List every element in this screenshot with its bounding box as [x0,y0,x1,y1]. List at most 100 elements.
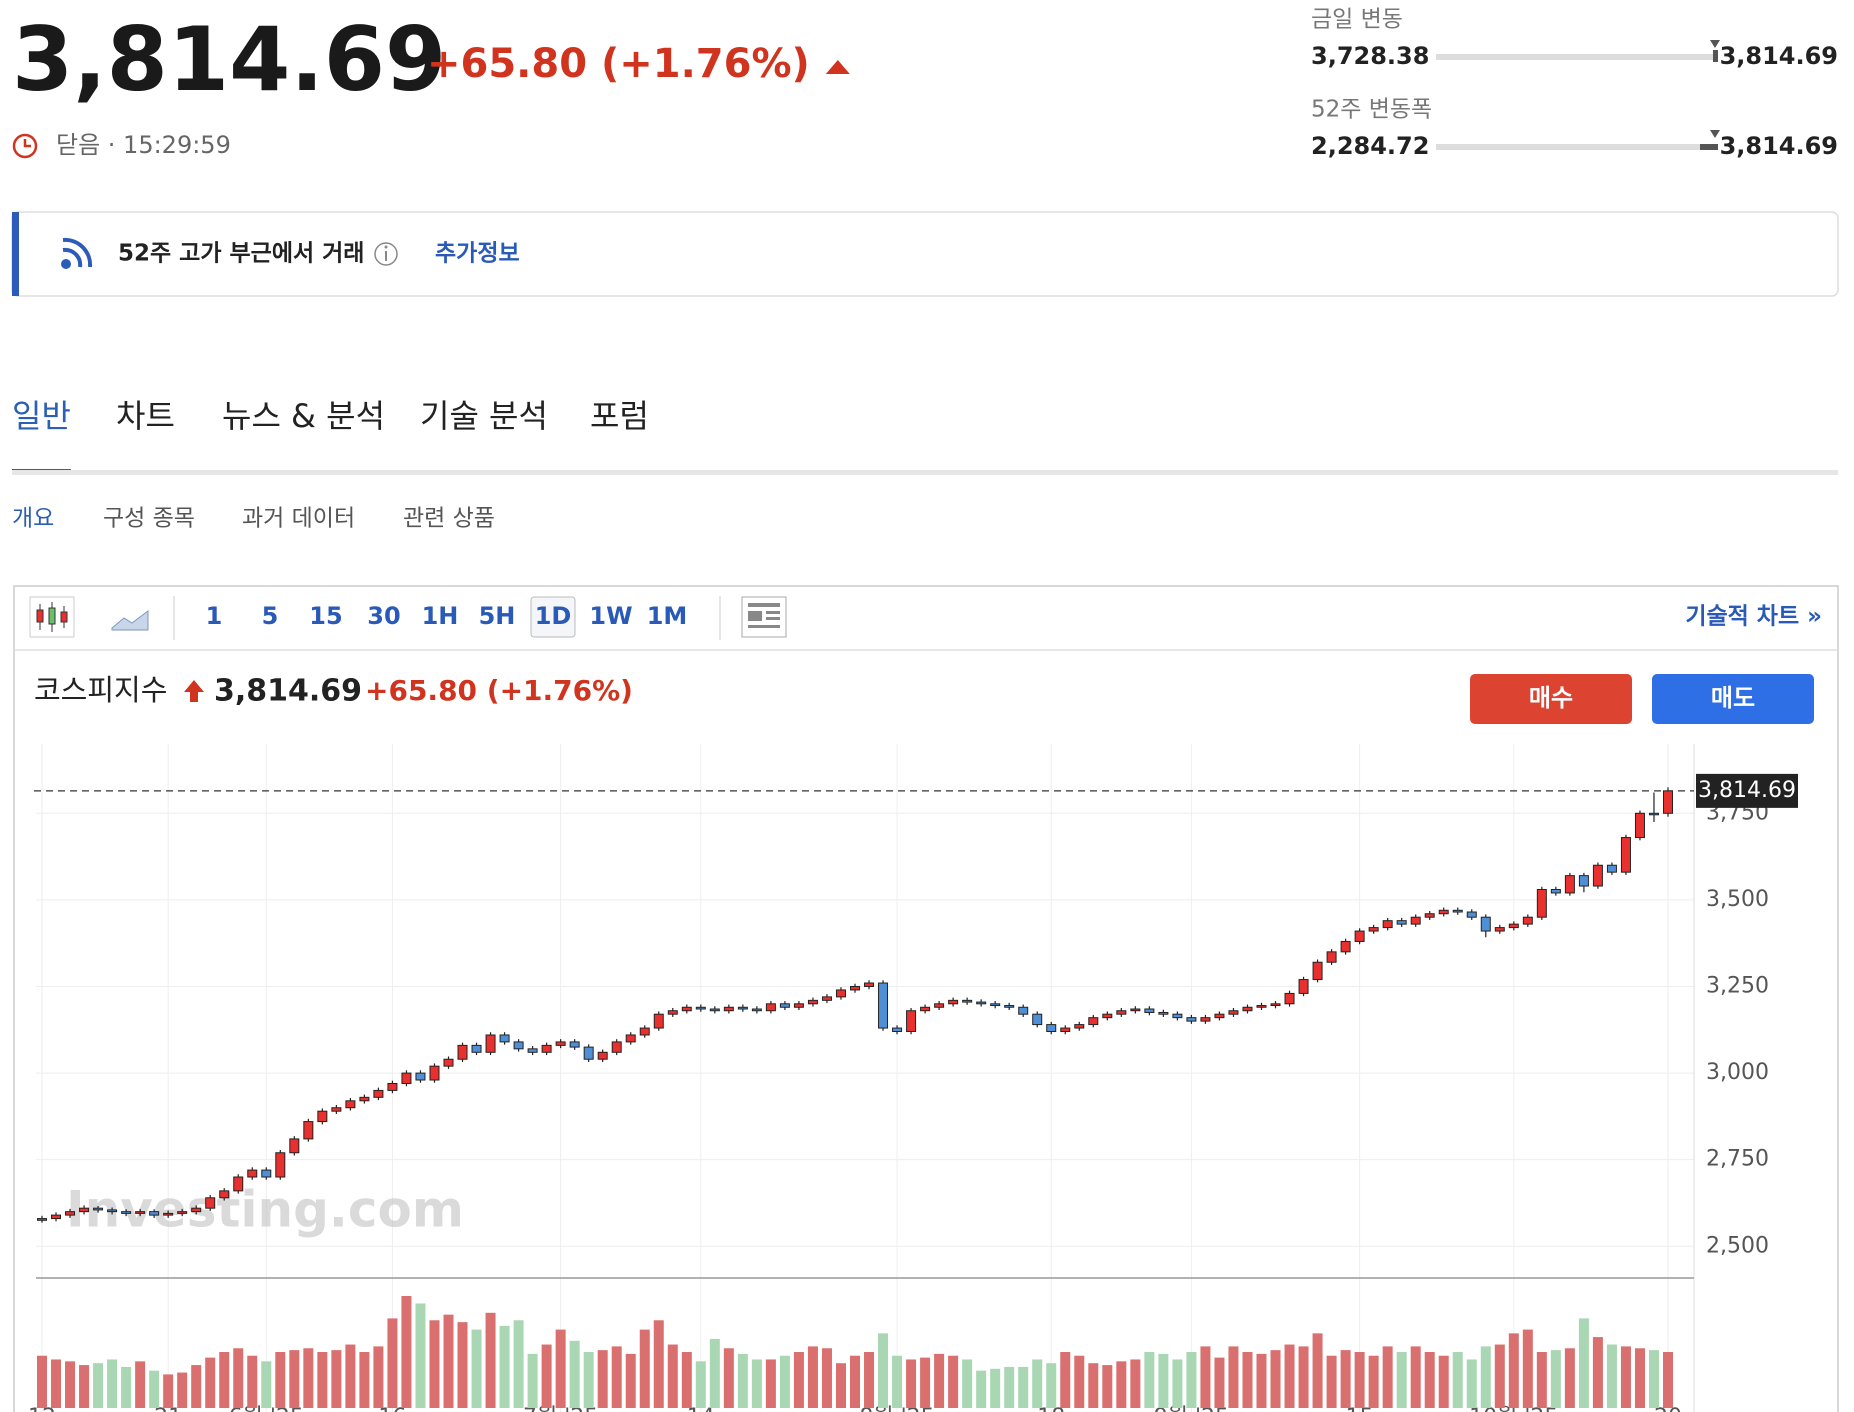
candle-body [485,1034,496,1053]
candle-body [205,1197,216,1209]
volume-bar [331,1350,342,1408]
interval-button[interactable]: 15 [309,602,342,630]
tab[interactable]: 기술 분석 [420,397,548,435]
candle-body [793,1003,804,1008]
candle-body [709,1008,720,1012]
volume-bar [485,1312,496,1408]
technical-chart-link[interactable]: 기술적 차트 » [1685,604,1822,630]
range-bar [1436,144,1718,150]
candle-body [1592,864,1603,887]
buy-label[interactable]: 매수 [1529,684,1573,712]
candle-body [541,1044,552,1053]
interval-button[interactable]: 1W [589,602,632,630]
info-icon-dot [384,245,388,249]
clock-icon [12,133,38,159]
volume-bar [793,1352,804,1408]
volume-bar [835,1363,846,1408]
range-high: 3,814.69 [1720,42,1838,70]
candle-body [920,1006,931,1012]
range-segment [1700,144,1718,150]
candle-body [37,1218,47,1221]
range-marker [1713,50,1718,62]
plot: 12 21 6월 '25 16 7월 '25 14 8월 '25 18 9월 '25 15 10월 … [28,744,1798,1412]
tab-track [12,470,1838,475]
volume-bar [387,1318,398,1408]
volume-bar [1214,1357,1225,1408]
volume-bar [499,1325,510,1408]
area-type-button[interactable] [111,610,149,631]
subtab[interactable]: 과거 데이터 [242,506,355,532]
subtab[interactable]: 관련 상품 [403,506,495,532]
tab[interactable]: 차트 [116,397,175,435]
volume-bar [191,1365,202,1408]
interval-button[interactable]: 30 [367,602,400,630]
candle-body [1130,1008,1141,1012]
tab[interactable]: 포럼 [590,397,649,435]
candle-body [163,1212,174,1216]
interval-button[interactable]: 1M [647,602,688,630]
candle-body [387,1082,398,1091]
volume-bar [906,1359,917,1408]
candle-body [331,1107,342,1112]
x-tick-label: 15 [1346,1405,1374,1412]
candle-body [1522,916,1533,925]
candle-body [1144,1008,1155,1013]
volume-bar [1102,1365,1113,1408]
volume-bar [1452,1352,1463,1408]
candle-body [765,1003,776,1012]
interval-button[interactable]: 5 [262,602,279,630]
price-change: +65.80 (+1.76%) [427,41,810,87]
y-tick-label: 3,250 [1706,973,1769,998]
volume-bar [1634,1348,1645,1408]
candle-body [1438,909,1449,915]
volume-bar [681,1352,692,1408]
volume-bar [107,1359,118,1408]
candle-body [1480,916,1491,932]
volume-bar [990,1368,1001,1408]
candle-body [1606,864,1617,873]
candle-body [359,1096,370,1102]
candle-body [93,1207,104,1211]
sell-label[interactable]: 매도 [1711,684,1755,712]
interval-button[interactable]: 1D [535,602,572,630]
volume-bar [177,1372,188,1408]
volume-bar [569,1340,580,1408]
subtab[interactable]: 구성 종목 [103,506,195,532]
volume-bar [1368,1355,1379,1408]
candle-body [1214,1013,1225,1019]
volume-bar [878,1333,889,1408]
subtab[interactable]: 개요 [12,506,54,532]
sell-button[interactable] [1652,674,1814,724]
candle-body [639,1027,650,1036]
volume-bar [1564,1348,1575,1408]
candle-body [751,1008,762,1012]
volume-bar [513,1320,524,1408]
candle-body [401,1072,412,1084]
volume-bar [1354,1352,1365,1408]
banner-link[interactable]: 추가정보 [435,241,520,267]
x-tick-label: 18 [1037,1405,1065,1412]
candle-body [611,1041,622,1053]
candle-body [1284,992,1295,1005]
candle-body [779,1003,790,1008]
info-icon[interactable] [374,242,398,266]
interval-button[interactable]: 1 [206,602,223,630]
volume-bar [667,1344,678,1408]
volume-bar [709,1338,720,1408]
tab[interactable]: 뉴스 & 분석 [222,397,385,435]
candle-body [247,1169,258,1178]
candle-icon [36,602,68,632]
tab[interactable]: 일반 [12,397,71,435]
candle-body [1018,1006,1029,1015]
volume-bar [1606,1344,1617,1408]
volume-bar [1060,1352,1071,1408]
candle-body [625,1034,636,1043]
buy-button[interactable] [1470,674,1632,724]
volume-bar [1536,1352,1547,1408]
interval-button[interactable]: 1H [422,602,459,630]
volume-bar [541,1344,552,1408]
candle-body [737,1006,748,1010]
interval-button[interactable]: 5H [479,602,516,630]
